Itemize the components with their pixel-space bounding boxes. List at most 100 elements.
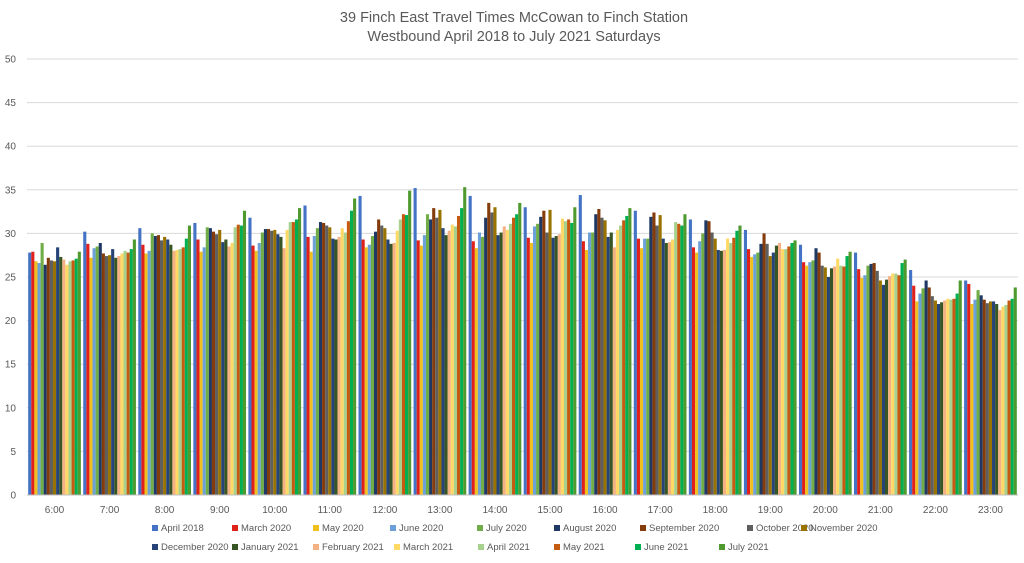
- bar: [557, 234, 561, 495]
- bar: [126, 252, 130, 495]
- bar: [419, 245, 423, 495]
- x-tick-label: 20:00: [813, 505, 838, 516]
- bar: [793, 240, 797, 495]
- bar: [652, 212, 656, 495]
- bar: [147, 250, 151, 495]
- bar: [664, 242, 668, 495]
- bar: [698, 241, 702, 495]
- bar: [814, 248, 818, 495]
- bar: [790, 242, 794, 495]
- bar: [704, 220, 708, 495]
- bar: [909, 270, 913, 495]
- bar: [781, 249, 785, 495]
- bar: [658, 215, 662, 495]
- bar: [554, 236, 558, 495]
- bar: [422, 235, 426, 495]
- bar: [392, 242, 396, 495]
- y-tick-label: 10: [5, 403, 17, 414]
- bar: [132, 239, 136, 495]
- bar: [542, 210, 546, 496]
- bar: [891, 273, 895, 495]
- bar: [493, 207, 497, 496]
- bar: [512, 217, 516, 495]
- bar: [915, 301, 919, 495]
- bar: [897, 275, 901, 495]
- bar: [101, 253, 105, 495]
- bar: [52, 261, 57, 495]
- bar: [233, 227, 237, 496]
- legend-entry: August 2020: [554, 523, 616, 534]
- bar: [768, 256, 772, 495]
- legend-label: August 2020: [563, 523, 616, 534]
- bar: [331, 238, 335, 495]
- bar: [257, 242, 261, 495]
- bar: [567, 219, 571, 495]
- bar: [169, 244, 173, 495]
- bar: [401, 214, 406, 495]
- bar: [408, 190, 412, 496]
- bar: [1004, 304, 1008, 495]
- bar: [820, 265, 824, 495]
- legend-label: May 2021: [563, 542, 605, 553]
- legend-swatch: [554, 544, 560, 550]
- legend-swatch: [801, 525, 807, 531]
- legend-label: December 2020: [161, 542, 229, 553]
- bar: [548, 209, 552, 496]
- bar: [738, 225, 742, 496]
- legend-swatch: [477, 525, 483, 531]
- bar: [303, 205, 307, 495]
- bar: [842, 266, 846, 495]
- bar: [615, 229, 620, 495]
- bar: [111, 249, 115, 495]
- bar: [885, 279, 889, 495]
- bar: [774, 245, 778, 495]
- bar: [597, 208, 601, 496]
- bar: [924, 280, 928, 495]
- bar: [129, 249, 133, 495]
- bar: [677, 223, 681, 495]
- bar: [636, 238, 640, 495]
- bar: [196, 239, 200, 495]
- bar: [798, 244, 803, 495]
- legend-swatch: [313, 525, 319, 531]
- bar: [523, 207, 527, 496]
- bar: [193, 222, 197, 495]
- bar: [973, 299, 977, 495]
- bar: [150, 233, 154, 495]
- legend-entry: September 2020: [640, 523, 719, 534]
- bar: [670, 239, 675, 495]
- legend-swatch: [635, 544, 641, 550]
- legend-swatch: [478, 544, 484, 550]
- legend-swatch: [232, 544, 238, 550]
- y-tick-label: 25: [5, 273, 17, 284]
- bar: [606, 236, 610, 495]
- bar: [95, 246, 99, 495]
- bar: [949, 299, 953, 495]
- bar: [826, 277, 830, 495]
- bar: [1013, 287, 1017, 495]
- bar: [353, 198, 357, 495]
- bar: [943, 300, 947, 495]
- bar: [328, 227, 332, 496]
- bar: [655, 225, 659, 496]
- bar: [863, 275, 867, 495]
- bar: [463, 187, 467, 495]
- bar: [325, 225, 329, 496]
- bar: [218, 229, 222, 495]
- bar: [429, 219, 433, 495]
- bar: [74, 258, 78, 495]
- bar: [34, 261, 38, 495]
- x-tick-label: 22:00: [923, 505, 948, 516]
- legend-label: February 2021: [322, 542, 384, 553]
- bar: [40, 242, 44, 495]
- x-tick-label: 13:00: [427, 505, 452, 516]
- bar: [138, 228, 142, 496]
- bar: [584, 249, 589, 495]
- bar: [722, 249, 727, 495]
- bar: [518, 202, 522, 495]
- bar: [633, 210, 637, 496]
- bar: [260, 232, 264, 495]
- bar: [499, 232, 503, 495]
- bar: [477, 232, 482, 495]
- bar: [674, 222, 678, 495]
